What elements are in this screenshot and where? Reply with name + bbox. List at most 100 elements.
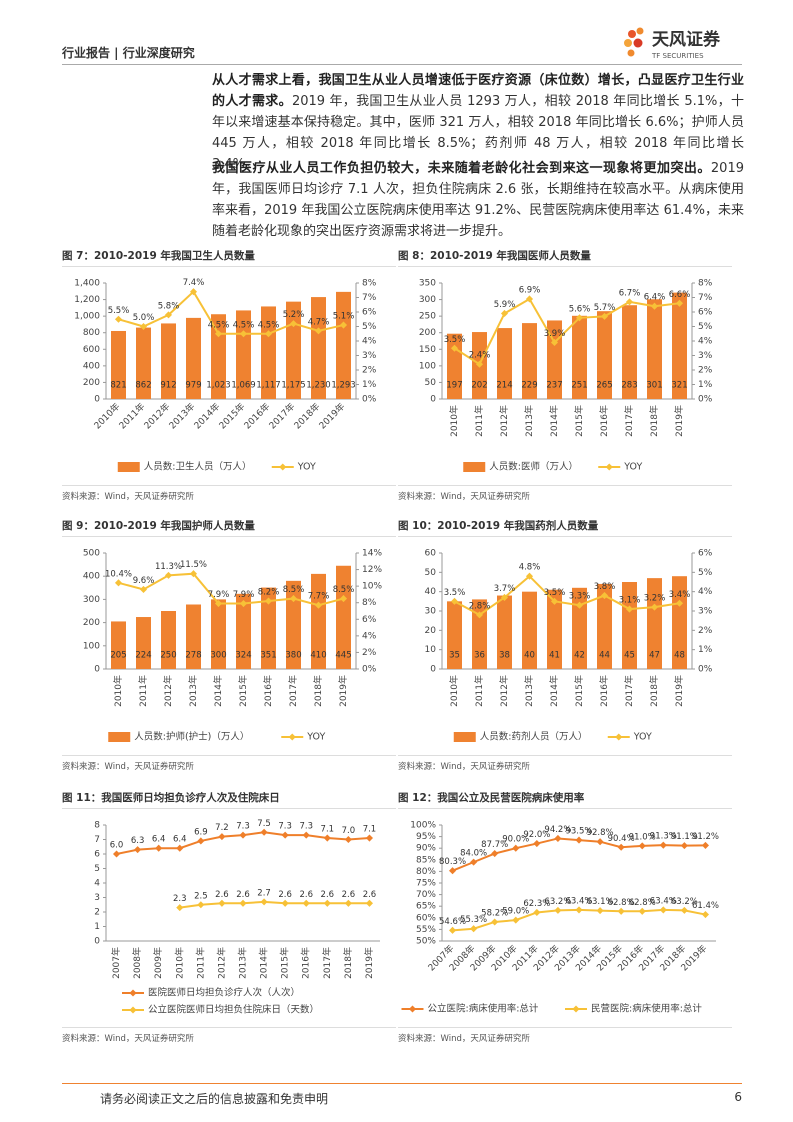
logo: 天风证券 TF SECURITIES — [624, 27, 721, 60]
data-label: 321 — [671, 381, 687, 391]
legend-label: 人员数:护师(护士)（万人） — [134, 731, 249, 743]
bar — [211, 314, 226, 399]
bar — [572, 587, 587, 669]
data-label: 4.5% — [233, 320, 255, 330]
tick-label: 200 — [419, 328, 436, 338]
bar — [672, 576, 687, 669]
tick-label: 4% — [362, 631, 377, 641]
paragraph: 从人才需求上看，我国卫生从业人员增速低于医疗资源（床位数）增长，凸显医疗卫生行业… — [212, 70, 744, 175]
marker — [659, 906, 667, 914]
chart: 0 10 20 30 40 50 60 0% 1% 2% 3% 4% 5% 6% 2010年 2011年 201… — [425, 549, 713, 743]
marker — [617, 843, 625, 851]
marker — [575, 601, 584, 609]
legend-swatch — [117, 462, 140, 472]
data-label: 250 — [160, 651, 176, 661]
marker — [680, 906, 688, 914]
data-label: 61.4% — [692, 901, 719, 911]
data-label: 62.8% — [608, 898, 635, 908]
x-tick-label: 2011年 — [194, 947, 206, 979]
chart: 0 50 100 150 200 250 300 350 0% 1% 2% 3% 4% 5% 6% 7% 8% 2… — [419, 279, 713, 473]
tick-label: 0% — [698, 395, 713, 405]
data-label: 63.4% — [650, 896, 677, 906]
page-number: 6 — [734, 1090, 742, 1104]
x-tick-label: 2009年 — [152, 947, 164, 979]
chart-panel: 图 8：2010-2019 年我国医师人员数量 0 50 100 150 200 250 30… — [398, 248, 732, 502]
data-label: 93.5% — [565, 827, 592, 837]
legend-swatch — [572, 1005, 580, 1013]
x-tick-label: 2018年 — [342, 947, 354, 979]
legend-label: 人员数:药剂人员（万人） — [480, 731, 588, 743]
tick-label: 55% — [416, 925, 436, 935]
tick-label: 10 — [425, 645, 437, 655]
data-label: 3.7% — [494, 584, 516, 594]
bar — [286, 580, 301, 669]
data-label: 224 — [135, 651, 151, 661]
x-tick-label: 2016年 — [241, 400, 272, 431]
tick-label: 1 — [94, 922, 100, 932]
legend-label: 公立医院医师日均担负住院床日（天数） — [148, 1004, 319, 1016]
tick-label: 3 — [94, 893, 100, 903]
marker — [344, 835, 352, 844]
tick-label: 600 — [83, 345, 100, 355]
data-label: 6.9 — [194, 827, 208, 837]
tick-label: 2% — [698, 626, 713, 636]
data-label: 2.6 — [236, 890, 250, 900]
chart-source: 资料来源：Wind，天风证券研究所 — [398, 1027, 732, 1044]
bar — [622, 305, 637, 399]
marker — [617, 907, 625, 915]
paragraph-lead: 从人才需求上看，我国卫生从业人员增速低于医疗资源（床位数）增长，凸显医疗卫生行业… — [212, 73, 744, 109]
x-tick-label: 2016年 — [262, 675, 274, 707]
marker — [680, 842, 688, 850]
tick-label: 3% — [698, 351, 713, 361]
x-tick-label: 2007年 — [110, 947, 122, 979]
x-tick-label: 2015年 — [216, 400, 247, 431]
data-label: 445 — [335, 651, 351, 661]
tick-label: 6% — [362, 615, 377, 625]
marker — [214, 600, 223, 608]
data-label: 7.4% — [183, 278, 205, 288]
x-tick-label: 2016年 — [598, 405, 610, 437]
tick-label: 4% — [698, 337, 713, 347]
data-label: 7.3 — [278, 822, 292, 832]
data-label: 80.3% — [439, 857, 466, 867]
marker — [575, 906, 583, 914]
chart-title: 图 8：2010-2019 年我国医师人员数量 — [398, 248, 732, 267]
bar — [161, 323, 176, 399]
marker — [239, 899, 247, 907]
data-label: 9.6% — [133, 576, 155, 586]
marker — [218, 899, 226, 907]
data-label: 7.7% — [308, 592, 330, 602]
marker — [189, 570, 198, 578]
data-label: 821 — [110, 381, 126, 391]
x-tick-label: 2008年 — [131, 947, 143, 979]
marker — [134, 846, 142, 854]
data-label: 1,023 — [206, 381, 230, 391]
x-tick-label: 2015年 — [279, 947, 291, 979]
bar — [547, 589, 562, 669]
data-label: 2.4% — [469, 351, 491, 361]
data-label: 3.5% — [544, 588, 566, 598]
data-label: 90.4% — [608, 834, 635, 844]
data-label: 265 — [596, 381, 612, 391]
data-label: 2.6 — [278, 890, 292, 900]
data-label: 48 — [674, 651, 685, 661]
marker — [550, 338, 559, 346]
logo-petal — [627, 49, 635, 57]
marker — [139, 322, 148, 331]
data-label: 300 — [210, 651, 226, 661]
tick-label: 0 — [430, 395, 436, 405]
data-label: 3.1% — [619, 596, 641, 606]
x-tick-label: 2011年 — [473, 675, 485, 707]
data-label: 5.6% — [569, 304, 591, 314]
data-label: 3.3% — [569, 592, 591, 602]
bar — [497, 328, 512, 399]
data-label: 7.1 — [363, 825, 377, 835]
tick-label: 85% — [416, 855, 436, 865]
line — [118, 572, 344, 607]
bar — [111, 621, 126, 669]
data-label: 912 — [160, 381, 176, 391]
data-label: 351 — [260, 651, 276, 661]
data-label: 197 — [446, 381, 462, 391]
data-label: 1,117 — [256, 381, 280, 391]
legend-swatch — [129, 989, 137, 997]
